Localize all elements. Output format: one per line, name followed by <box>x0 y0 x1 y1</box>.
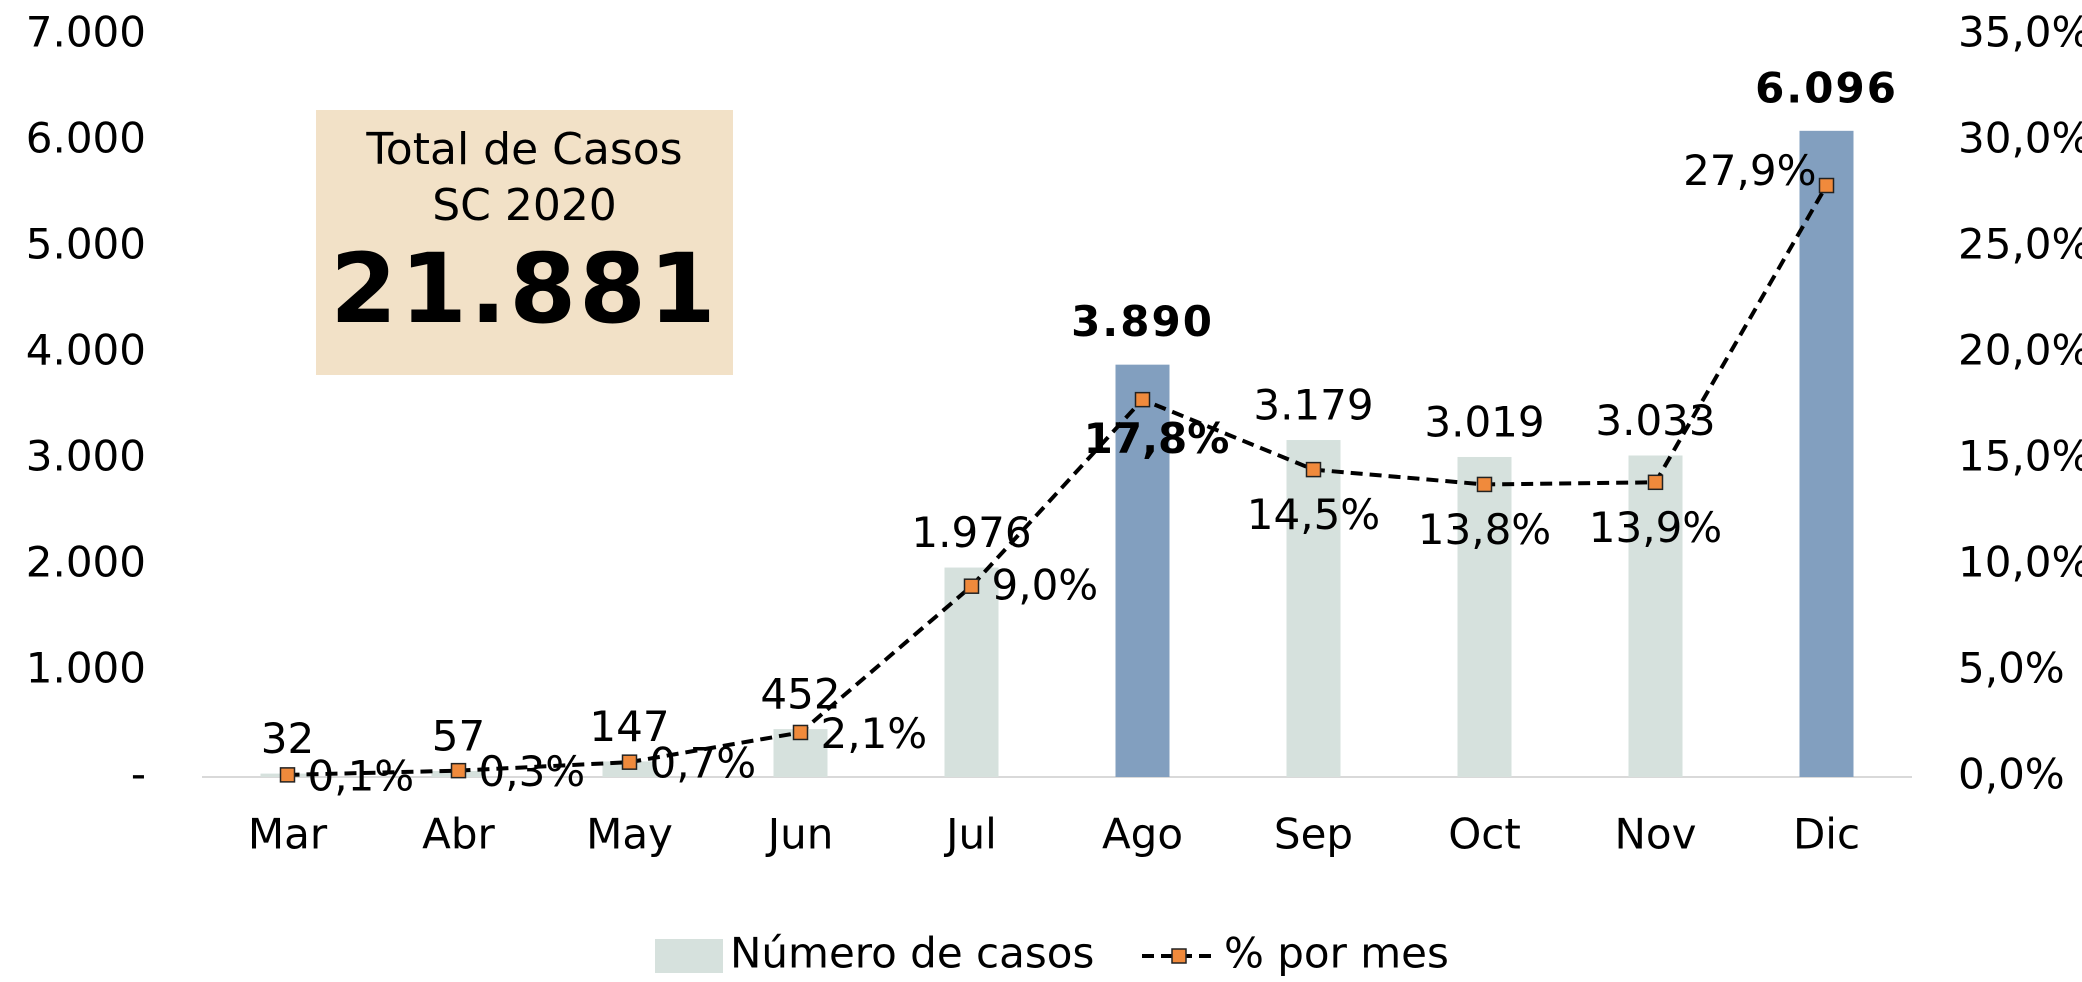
bar-value-label: 32 <box>261 714 314 763</box>
bar <box>1115 364 1170 777</box>
line-marker <box>1818 177 1835 194</box>
x-tick-label: Abr <box>422 810 495 859</box>
x-tick-label: Oct <box>1448 810 1521 859</box>
y-tick-label: - <box>131 750 146 799</box>
x-tick-label: Mar <box>248 810 328 859</box>
line-marker <box>792 724 809 741</box>
bar-value-label: 57 <box>432 711 485 760</box>
line-value-label: 13,8% <box>1418 505 1551 554</box>
x-tick-label: May <box>586 810 673 859</box>
line-marker <box>1305 461 1322 478</box>
y2-tick-label: 5,0% <box>1958 644 2065 693</box>
x-tick-label: Jun <box>765 810 834 859</box>
legend-swatch <box>655 939 723 973</box>
x-tick-label: Ago <box>1102 810 1183 859</box>
bar <box>1628 455 1683 777</box>
line-value-label: 2,1% <box>821 709 928 758</box>
bar <box>1799 130 1854 778</box>
legend-label: Número de casos <box>730 929 1094 978</box>
x-tick-label: Nov <box>1615 810 1697 859</box>
line-value-label: 13,9% <box>1589 503 1722 552</box>
total-title: Total de Casos SC 2020 <box>366 124 683 231</box>
y-tick-label: 7.000 <box>26 8 146 57</box>
line-value-label: 17,8% <box>1084 414 1230 463</box>
y2-tick-label: 15,0% <box>1958 432 2082 481</box>
line-marker <box>450 762 467 779</box>
line-marker <box>621 754 638 770</box>
bar-value-label: 1.976 <box>911 508 1031 557</box>
y-tick-label: 5.000 <box>26 220 146 269</box>
bar-value-label: 452 <box>760 670 840 719</box>
line-value-label: 27,9% <box>1683 146 1816 195</box>
bar-value-label: 3.019 <box>1424 397 1544 446</box>
total-box: Total de Casos SC 2020 21.881 <box>316 110 733 375</box>
y-tick-label: 1.000 <box>26 644 146 693</box>
legend-label: % por mes <box>1224 929 1449 978</box>
x-tick-label: Dic <box>1793 810 1860 859</box>
line-value-label: 0,3% <box>479 747 586 796</box>
bar <box>1457 456 1512 777</box>
line-value-label: 14,5% <box>1247 490 1380 539</box>
bar <box>944 567 999 777</box>
line-marker <box>1476 476 1493 493</box>
bar-value-label: 3.890 <box>1071 297 1214 346</box>
y2-tick-label: 0,0% <box>1958 750 2065 799</box>
line <box>287 184 1829 777</box>
x-tick-label: Sep <box>1274 810 1353 859</box>
line-value-label: 0,7% <box>650 739 757 788</box>
bar-value-label: 147 <box>589 702 669 751</box>
y2-tick-label: 25,0% <box>1958 220 2082 269</box>
line-marker <box>963 578 980 594</box>
bar-value-label: 3.033 <box>1595 396 1715 445</box>
y2-tick-label: 10,0% <box>1958 538 2082 587</box>
y-tick-label: 6.000 <box>26 114 146 163</box>
bar-value-label: 3.179 <box>1253 381 1373 430</box>
line-marker <box>1134 391 1151 408</box>
bar-value-label: 6.096 <box>1755 63 1898 112</box>
y-tick-label: 4.000 <box>26 326 146 375</box>
line-marker <box>1647 474 1664 491</box>
y-tick-label: 2.000 <box>26 538 146 587</box>
y2-tick-label: 35,0% <box>1958 8 2082 57</box>
y2-tick-label: 30,0% <box>1958 114 2082 163</box>
y-tick-label: 3.000 <box>26 432 146 481</box>
bar <box>1286 440 1341 777</box>
total-value: 21.881 <box>330 233 719 345</box>
legend-marker <box>1171 948 1187 964</box>
line-value-label: 9,0% <box>992 561 1099 610</box>
x-tick-label: Jul <box>943 810 997 859</box>
line-value-label: 0,1% <box>308 751 415 800</box>
y2-tick-label: 20,0% <box>1958 326 2082 375</box>
line-marker <box>279 767 296 783</box>
